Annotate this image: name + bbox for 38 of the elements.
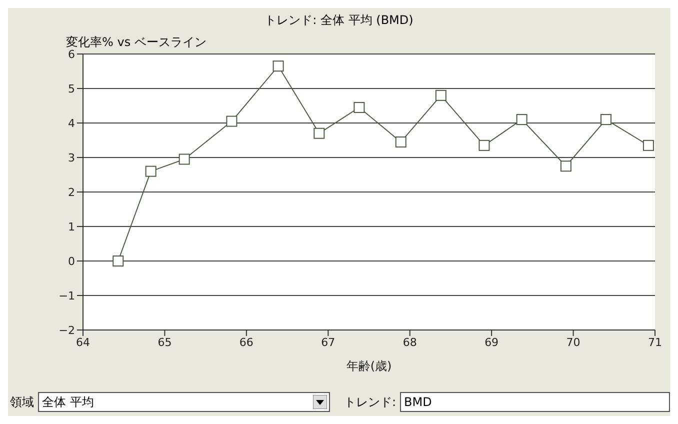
- point: [560, 160, 572, 172]
- x-tick-label: 68: [402, 336, 417, 349]
- x-tick-label: 67: [321, 336, 336, 349]
- text: トレンド:: [344, 394, 396, 410]
- text: 全体 平均: [42, 394, 94, 410]
- x-tick-label: 64: [76, 336, 90, 349]
- y-tick-label: −1: [58, 289, 75, 302]
- x-tick-label: 69: [484, 336, 499, 349]
- point: [354, 102, 365, 113]
- point: [112, 256, 124, 266]
- text: BMD: [404, 395, 432, 409]
- point: [178, 154, 190, 165]
- point: [642, 140, 654, 151]
- y-tick-label: 5: [68, 82, 75, 96]
- point: [272, 60, 284, 72]
- y-tick-label: 4: [68, 116, 75, 130]
- x-axis-title: 年齢(歳): [346, 359, 392, 373]
- y-tick-label: 0: [68, 254, 75, 268]
- x-tick-label: 65: [158, 336, 172, 349]
- text: 領域: [10, 394, 34, 410]
- point: [145, 166, 156, 177]
- x-tick-label: 66: [239, 336, 254, 349]
- y-tick-label: 2: [68, 186, 75, 199]
- y-axis-title: 変化率% vs ベースライン: [66, 34, 206, 50]
- point: [314, 128, 325, 139]
- y-tick-label: 1: [68, 220, 75, 234]
- point: [435, 90, 446, 101]
- y-tick-label: 6: [68, 48, 75, 61]
- chart-title: トレンド: 全体 平均 (BMD): [264, 12, 414, 29]
- point: [478, 140, 490, 151]
- point: [226, 116, 238, 127]
- y-tick-label: 3: [68, 151, 75, 164]
- x-tick-label: 70: [566, 336, 580, 349]
- point: [516, 114, 528, 126]
- x-tick-label: 71: [648, 336, 662, 349]
- point: [395, 136, 406, 148]
- point: [600, 114, 612, 126]
- y-tick-label: −2: [58, 324, 75, 337]
